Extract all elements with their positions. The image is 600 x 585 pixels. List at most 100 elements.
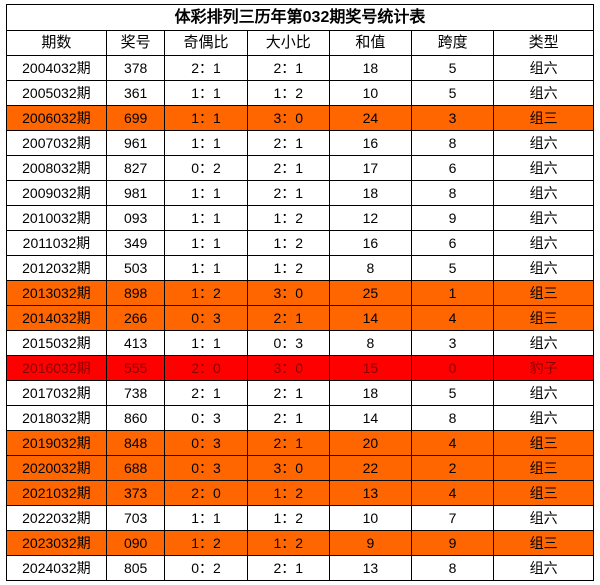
table-cell: 3 [411, 106, 493, 131]
table-cell: 14 [329, 306, 411, 331]
table-cell: 8 [411, 406, 493, 431]
table-cell: 豹子 [494, 356, 594, 381]
table-cell: 827 [106, 156, 165, 181]
table-row: 2010032期0931：11：2129组六 [7, 206, 594, 231]
table-cell: 3：0 [247, 456, 329, 481]
table-row: 2005032期3611：11：2105组六 [7, 81, 594, 106]
table-cell: 555 [106, 356, 165, 381]
table-cell: 2：1 [247, 56, 329, 81]
table-cell: 组六 [494, 181, 594, 206]
table-cell: 1：1 [165, 506, 247, 531]
table-cell: 2023032期 [7, 531, 107, 556]
table-cell: 961 [106, 131, 165, 156]
lottery-stats-table: 体彩排列三历年第032期奖号统计表期数奖号奇偶比大小比和值跨度类型2004032… [6, 4, 594, 581]
table-cell: 0：3 [165, 431, 247, 456]
table-cell: 1：2 [247, 506, 329, 531]
table-cell: 361 [106, 81, 165, 106]
table-cell: 8 [411, 556, 493, 581]
table-cell: 组六 [494, 381, 594, 406]
table-cell: 090 [106, 531, 165, 556]
table-cell: 4 [411, 481, 493, 506]
table-cell: 组六 [494, 81, 594, 106]
table-cell: 2022032期 [7, 506, 107, 531]
table-cell: 1 [411, 281, 493, 306]
table-cell: 2：1 [247, 406, 329, 431]
table-cell: 2006032期 [7, 106, 107, 131]
table-row: 2024032期8050：22：1138组六 [7, 556, 594, 581]
table-cell: 2020032期 [7, 456, 107, 481]
table-cell: 组六 [494, 506, 594, 531]
table-cell: 2008032期 [7, 156, 107, 181]
table-cell: 2015032期 [7, 331, 107, 356]
table-cell: 组三 [494, 456, 594, 481]
table-cell: 2：1 [247, 131, 329, 156]
table-title: 体彩排列三历年第032期奖号统计表 [7, 5, 594, 31]
table-cell: 2007032期 [7, 131, 107, 156]
table-cell: 699 [106, 106, 165, 131]
table-cell: 2011032期 [7, 231, 107, 256]
table-cell: 1：2 [247, 206, 329, 231]
table-cell: 2024032期 [7, 556, 107, 581]
table-cell: 20 [329, 431, 411, 456]
table-cell: 2012032期 [7, 256, 107, 281]
table-cell: 0：3 [165, 406, 247, 431]
table-cell: 组六 [494, 56, 594, 81]
table-cell: 24 [329, 106, 411, 131]
table-cell: 0：2 [165, 156, 247, 181]
table-cell: 373 [106, 481, 165, 506]
table-cell: 0：3 [165, 456, 247, 481]
table-cell: 981 [106, 181, 165, 206]
table-row: 2018032期8600：32：1148组六 [7, 406, 594, 431]
table-cell: 0：3 [247, 331, 329, 356]
table-cell: 2017032期 [7, 381, 107, 406]
table-cell: 组六 [494, 231, 594, 256]
table-cell: 5 [411, 381, 493, 406]
table-cell: 8 [411, 181, 493, 206]
table-cell: 0：2 [165, 556, 247, 581]
table-cell: 4 [411, 431, 493, 456]
column-header: 奖号 [106, 31, 165, 56]
table-cell: 805 [106, 556, 165, 581]
table-cell: 349 [106, 231, 165, 256]
table-cell: 2 [411, 456, 493, 481]
table-cell: 378 [106, 56, 165, 81]
table-cell: 2021032期 [7, 481, 107, 506]
table-cell: 5 [411, 56, 493, 81]
table-cell: 848 [106, 431, 165, 456]
table-cell: 4 [411, 306, 493, 331]
table-cell: 9 [411, 206, 493, 231]
table-cell: 18 [329, 56, 411, 81]
table-container: 体彩排列三历年第032期奖号统计表期数奖号奇偶比大小比和值跨度类型2004032… [0, 0, 600, 585]
table-cell: 16 [329, 231, 411, 256]
table-cell: 17 [329, 156, 411, 181]
table-cell: 组六 [494, 331, 594, 356]
table-row: 2006032期6991：13：0243组三 [7, 106, 594, 131]
table-cell: 组六 [494, 406, 594, 431]
table-cell: 组三 [494, 106, 594, 131]
table-cell: 860 [106, 406, 165, 431]
table-cell: 503 [106, 256, 165, 281]
table-cell: 1：2 [247, 256, 329, 281]
table-cell: 组六 [494, 556, 594, 581]
table-row: 2023032期0901：21：299组三 [7, 531, 594, 556]
table-cell: 组三 [494, 431, 594, 456]
table-cell: 2013032期 [7, 281, 107, 306]
table-row: 2011032期3491：11：2166组六 [7, 231, 594, 256]
table-cell: 组六 [494, 156, 594, 181]
table-cell: 8 [411, 131, 493, 156]
table-cell: 0：3 [165, 306, 247, 331]
table-cell: 9 [411, 531, 493, 556]
column-header: 和值 [329, 31, 411, 56]
table-cell: 18 [329, 381, 411, 406]
table-cell: 1：2 [247, 531, 329, 556]
table-cell: 5 [411, 256, 493, 281]
table-cell: 3：0 [247, 281, 329, 306]
table-cell: 2：0 [165, 481, 247, 506]
table-cell: 2010032期 [7, 206, 107, 231]
table-cell: 2005032期 [7, 81, 107, 106]
table-row: 2014032期2660：32：1144组三 [7, 306, 594, 331]
table-row: 2020032期6880：33：0222组三 [7, 456, 594, 481]
table-cell: 1：1 [165, 181, 247, 206]
table-row: 2007032期9611：12：1168组六 [7, 131, 594, 156]
table-cell: 10 [329, 506, 411, 531]
